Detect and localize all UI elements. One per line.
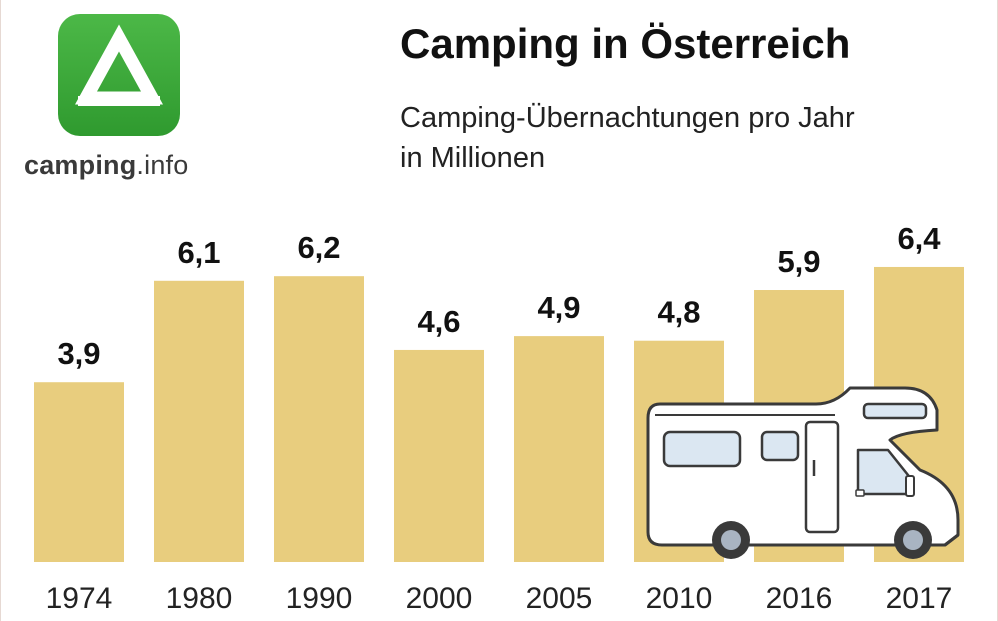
category-label-1980: 1980	[166, 582, 233, 615]
value-label-2016: 5,9	[777, 244, 820, 279]
value-label-1974: 3,9	[57, 336, 100, 371]
subtitle: Camping-Übernachtungen pro Jahr in Milli…	[400, 98, 960, 178]
subtitle-line-2: in Millionen	[400, 142, 546, 174]
value-label-1990: 6,2	[297, 230, 340, 265]
category-label-2010: 2010	[646, 582, 713, 615]
bar-2000	[394, 349, 484, 562]
bar-1990	[274, 276, 364, 562]
page-title: Camping in Österreich	[400, 20, 851, 67]
value-label-2010: 4,8	[657, 295, 700, 330]
category-label-2016: 2016	[766, 582, 833, 615]
value-label-2017: 6,4	[897, 221, 941, 256]
tent-icon	[58, 14, 180, 136]
value-label-2005: 4,9	[537, 290, 580, 325]
subtitle-line-1: Camping-Übernachtungen pro Jahr	[400, 102, 855, 134]
category-label-1974: 1974	[46, 582, 113, 615]
brand-logo-text: camping.info	[24, 150, 188, 181]
bar-1980	[154, 280, 244, 562]
bar-2005	[514, 336, 604, 562]
bar-1974	[34, 382, 124, 562]
motorhome-icon	[646, 386, 960, 559]
category-label-2017: 2017	[886, 582, 953, 615]
value-label-2000: 4,6	[417, 304, 460, 339]
category-label-2005: 2005	[526, 582, 593, 615]
category-label-1990: 1990	[286, 582, 353, 615]
category-label-2000: 2000	[406, 582, 473, 615]
brand-name: camping	[24, 150, 137, 180]
brand-suffix: .info	[136, 150, 189, 180]
value-label-1980: 6,1	[177, 235, 220, 270]
